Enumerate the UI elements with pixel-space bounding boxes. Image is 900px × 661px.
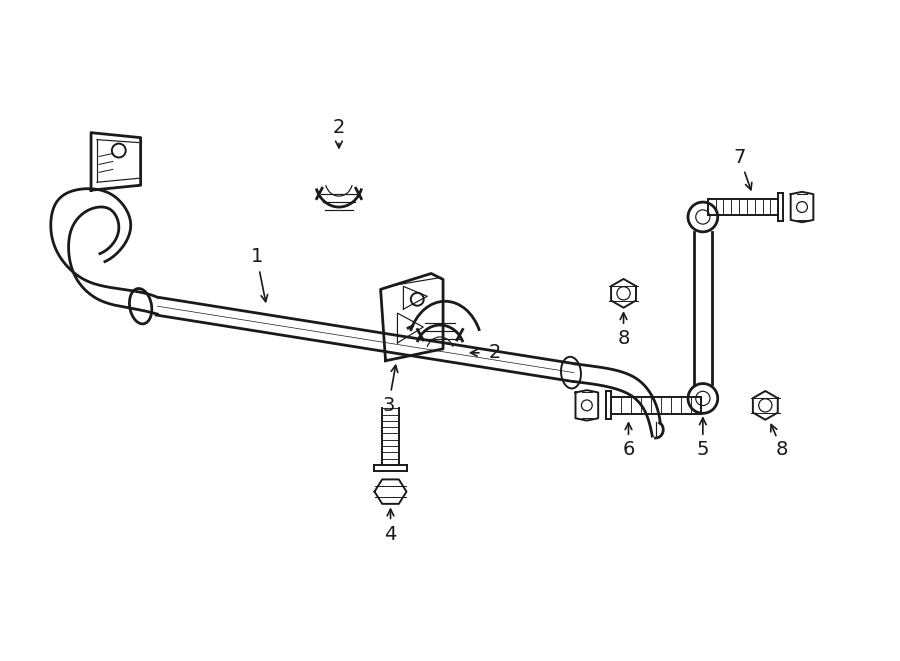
Text: 2: 2	[489, 343, 500, 362]
Text: 6: 6	[622, 440, 634, 459]
Text: 3: 3	[382, 396, 395, 415]
Text: 8: 8	[776, 440, 788, 459]
Text: 8: 8	[617, 329, 630, 348]
Text: 4: 4	[384, 525, 397, 544]
Text: 2: 2	[333, 118, 345, 137]
Text: 5: 5	[697, 440, 709, 459]
Text: 7: 7	[734, 148, 746, 167]
Text: 1: 1	[250, 247, 263, 266]
